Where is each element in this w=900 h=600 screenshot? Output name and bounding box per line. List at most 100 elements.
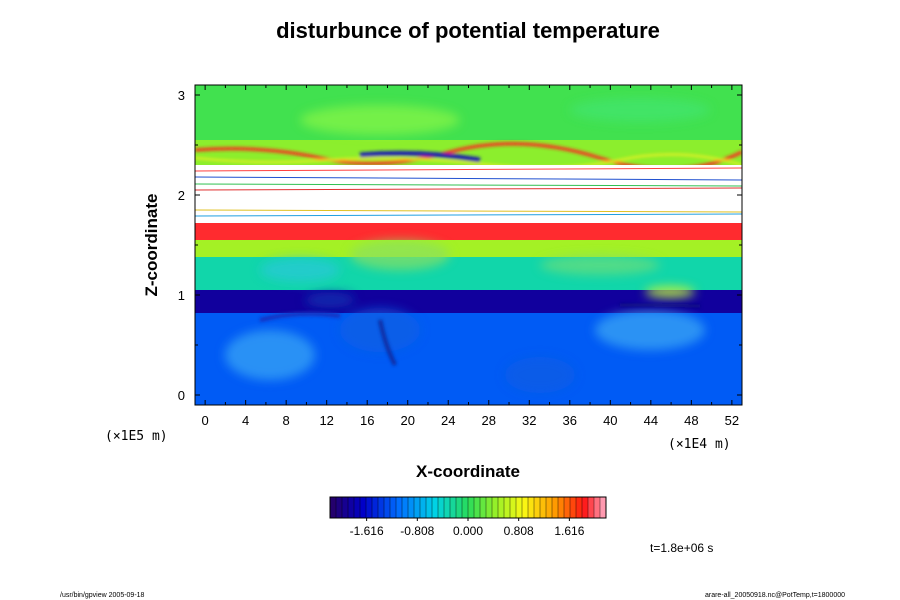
colorbar-cell (444, 497, 451, 518)
contour-line (195, 213, 742, 217)
colorbar-cell (534, 497, 541, 518)
colorbar-cell (330, 497, 337, 518)
x-tick-label: 16 (360, 413, 374, 428)
colorbar-cell (486, 497, 493, 518)
x-tick-label: 44 (644, 413, 658, 428)
colorbar-cells (330, 497, 607, 518)
colorbar-cell (558, 497, 565, 518)
colorbar-cell (438, 497, 445, 518)
field-texture (225, 98, 710, 393)
colorbar-cell (588, 497, 595, 518)
colorbar-cell (582, 497, 589, 518)
colorbar-cell (492, 497, 499, 518)
colorbar-cell (474, 497, 481, 518)
colorbar-cell (408, 497, 415, 518)
colorbar-cell (576, 497, 583, 518)
colorbar-cell (390, 497, 397, 518)
colorbar: -1.616 -0.808 0.000 0.808 1.616 (329, 496, 607, 538)
field-streak (619, 303, 701, 308)
colorbar-cell (468, 497, 475, 518)
colorbar-cell (510, 497, 517, 518)
field-contour-lines (195, 167, 742, 217)
colorbar-cell (540, 497, 547, 518)
y-scale-note: (×1E5 m) (105, 429, 168, 444)
contour-line (195, 176, 742, 181)
y-tick-label: 1 (178, 288, 185, 303)
colorbar-cell (528, 497, 535, 518)
colorbar-cell (516, 497, 523, 518)
y-axis-ticks: 0 1 2 3 (178, 88, 742, 403)
time-label: t=1.8e+06 s (650, 541, 713, 555)
colorbar-tick-label: 0.000 (453, 524, 483, 538)
colorbar-ticks: -1.616 -0.808 0.000 0.808 1.616 (350, 518, 585, 538)
field-streak (195, 153, 742, 169)
x-axis-label: X-coordinate (416, 462, 520, 481)
colorbar-cell (414, 497, 421, 518)
contour-line (195, 167, 742, 172)
field-swirl (645, 286, 695, 298)
field-swirl (350, 240, 450, 270)
colorbar-cell (462, 497, 469, 518)
chart-title: disturbunce of potential temperature (276, 18, 660, 43)
colorbar-cell (426, 497, 433, 518)
contour-line (195, 209, 742, 213)
x-tick-label: 28 (482, 413, 496, 428)
x-tick-label: 32 (522, 413, 536, 428)
colorbar-cell (432, 497, 439, 518)
colorbar-cell (354, 497, 361, 518)
contour-line (195, 183, 742, 187)
colorbar-cell (600, 497, 607, 518)
colorbar-tick-label: 1.616 (554, 524, 584, 538)
x-tick-label: 36 (563, 413, 577, 428)
colorbar-cell (384, 497, 391, 518)
field-band (195, 223, 742, 240)
field-streak (378, 319, 397, 366)
field-streak (359, 150, 481, 163)
colorbar-cell (348, 497, 355, 518)
colorbar-cell (552, 497, 559, 518)
x-scale-note: (×1E4 m) (668, 437, 731, 452)
field-swirl (300, 105, 460, 135)
footer-left: /usr/bin/gpview 2005-09-18 (60, 592, 145, 599)
field-swirl (505, 357, 575, 393)
x-tick-label: 12 (319, 413, 333, 428)
x-tick-label: 4 (242, 413, 249, 428)
x-tick-label: 8 (283, 413, 290, 428)
colorbar-cell (456, 497, 463, 518)
x-axis-ticks: 0 4 8 12 16 20 24 28 32 36 40 44 48 52 (202, 85, 739, 428)
colorbar-cell (570, 497, 577, 518)
colorbar-cell (372, 497, 379, 518)
colorbar-cell (396, 497, 403, 518)
field-swirl (540, 255, 660, 275)
missing-band (195, 165, 742, 223)
x-tick-label: 52 (725, 413, 739, 428)
colorbar-cell (564, 497, 571, 518)
heatmap-field (195, 85, 742, 405)
field-band (195, 240, 742, 257)
field-swirl (340, 308, 420, 352)
y-axis-label: Z-coordinate (142, 194, 161, 297)
x-tick-label: 24 (441, 413, 455, 428)
field-swirl (260, 258, 340, 282)
contour-line (195, 187, 742, 191)
colorbar-tick-label: 0.808 (504, 524, 534, 538)
colorbar-cell (522, 497, 529, 518)
x-tick-label: 20 (400, 413, 414, 428)
colorbar-tick-label: -0.808 (400, 524, 434, 538)
field-swirl (595, 310, 705, 350)
field-streak (259, 311, 341, 322)
field-swirl (225, 330, 315, 380)
colorbar-cell (342, 497, 349, 518)
colorbar-cell (360, 497, 367, 518)
colorbar-cell (546, 497, 553, 518)
colorbar-cell (378, 497, 385, 518)
x-tick-label: 40 (603, 413, 617, 428)
colorbar-cell (594, 497, 601, 518)
y-tick-label: 0 (178, 388, 185, 403)
colorbar-cell (504, 497, 511, 518)
x-tick-label: 0 (202, 413, 209, 428)
missing-data-bands (195, 165, 742, 223)
colorbar-cell (402, 497, 409, 518)
colorbar-cell (336, 497, 343, 518)
